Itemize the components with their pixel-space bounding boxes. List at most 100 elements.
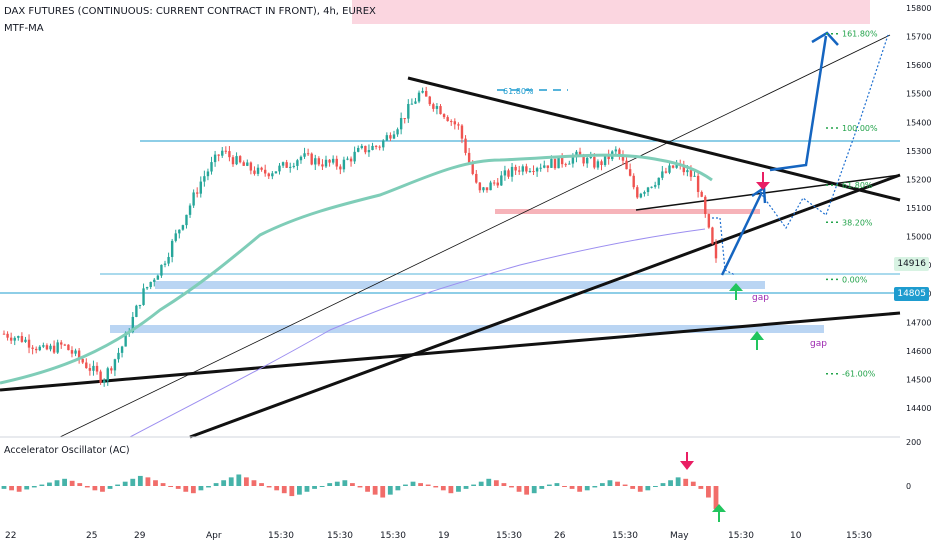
candle-body	[217, 154, 220, 156]
candle-body	[81, 358, 84, 363]
candle-body	[38, 346, 41, 351]
ac-bar	[698, 486, 704, 489]
candle-body	[306, 153, 310, 155]
candle-body	[281, 162, 285, 166]
candle-body	[324, 159, 328, 167]
candle-body	[110, 368, 113, 371]
ac-bar	[243, 477, 249, 486]
candle-body	[360, 145, 363, 148]
ac-bar	[62, 478, 67, 486]
price-tick-label: 14700	[906, 318, 931, 327]
candle-body	[238, 156, 242, 163]
ac-bar	[334, 481, 340, 486]
candle-body	[492, 182, 496, 184]
ma-fast	[0, 153, 713, 385]
candle-body	[578, 151, 582, 156]
candle-body	[256, 167, 260, 174]
candle-body	[210, 162, 213, 172]
fib-level-label: -61.00%	[842, 370, 876, 379]
ac-bar	[312, 486, 317, 489]
projection-dotted-path	[712, 34, 889, 276]
ac-tick-label: 200	[906, 438, 921, 447]
ac-bar	[77, 483, 83, 486]
candle-body	[353, 151, 356, 162]
candle-body	[228, 151, 231, 158]
ac-bar	[395, 486, 401, 491]
ac-bar	[546, 484, 552, 486]
candle-body	[260, 167, 263, 170]
candle-body	[88, 368, 92, 371]
candle-body	[485, 187, 489, 191]
candle-body	[185, 214, 188, 226]
ac-bar	[365, 486, 370, 492]
candle-body	[99, 371, 102, 383]
candle-body	[453, 121, 457, 125]
resistance-band	[495, 209, 760, 214]
candle-body	[249, 162, 253, 171]
candle-body	[163, 263, 167, 265]
candle-body	[414, 101, 417, 104]
ac-bar	[1, 486, 7, 489]
candle-body	[693, 175, 696, 177]
candle-body	[246, 162, 249, 166]
time-tick-label: 25	[86, 531, 97, 541]
candle-body	[203, 176, 206, 182]
candle-body	[686, 170, 689, 173]
candle-body	[310, 153, 313, 165]
gap-label-1: gap	[752, 293, 769, 303]
candle-body	[636, 187, 639, 198]
candle-body	[92, 365, 95, 371]
candle-body	[435, 106, 439, 109]
gap-zone-upper	[155, 281, 765, 289]
projection-arrows	[712, 31, 889, 350]
ac-bar	[592, 486, 598, 488]
candle-body	[582, 155, 585, 164]
price-tick-label: 14500	[906, 375, 931, 384]
ac-bar	[615, 481, 620, 486]
candle-body	[60, 342, 63, 345]
ac-bar	[577, 486, 583, 492]
current-price-tag: 14916	[894, 257, 929, 271]
candle-body	[31, 347, 34, 349]
candle-body	[357, 147, 360, 152]
candle-body	[63, 344, 67, 346]
time-tick-label: Apr	[206, 531, 222, 541]
candle-body	[521, 166, 524, 172]
ac-bar	[24, 486, 30, 490]
candle-body	[221, 150, 224, 156]
ac-bar	[190, 486, 196, 494]
candle-body	[464, 138, 467, 153]
ac-bar	[16, 486, 22, 492]
candle-body	[564, 164, 567, 166]
ac-bar	[599, 483, 605, 486]
candle-body	[417, 92, 421, 102]
fib-level-label: 38.20%	[842, 218, 873, 227]
candle-body	[113, 359, 117, 371]
candle-body	[52, 345, 56, 353]
candle-body	[675, 163, 678, 168]
chart-title: DAX FUTURES (CONTINUOUS: CURRENT CONTRAC…	[4, 6, 376, 17]
ac-green-arrow	[712, 504, 726, 522]
candle-body	[149, 281, 152, 288]
candle-body	[482, 187, 485, 191]
price-tick-label: 15100	[906, 204, 931, 213]
time-tick-label: May	[670, 531, 689, 541]
ac-bar	[122, 481, 128, 486]
candle-body	[661, 171, 664, 178]
ac-bar	[31, 486, 37, 488]
ac-bar	[39, 484, 45, 486]
price-tick-label: 15600	[906, 61, 931, 70]
candle-body	[503, 170, 507, 176]
candle-body	[711, 227, 714, 244]
candle-body	[518, 170, 521, 172]
candle-body	[196, 192, 199, 194]
ac-bar	[137, 475, 143, 486]
price-tick-label: 15000	[906, 233, 931, 242]
candle-body	[42, 345, 45, 347]
candle-body	[271, 173, 274, 177]
candle-body	[496, 182, 499, 186]
candle-body	[253, 170, 256, 174]
candle-body	[593, 156, 596, 168]
price-tick-label: 15800	[906, 4, 931, 13]
